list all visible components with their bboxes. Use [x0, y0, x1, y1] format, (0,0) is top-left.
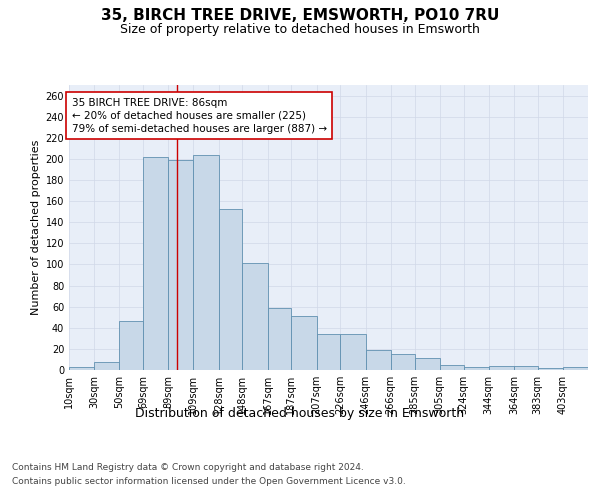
Bar: [440, 364, 464, 370]
Bar: [292, 316, 317, 370]
Bar: [317, 334, 340, 370]
Bar: [415, 358, 440, 370]
Bar: [168, 160, 193, 370]
Text: Contains public sector information licensed under the Open Government Licence v3: Contains public sector information licen…: [12, 478, 406, 486]
Bar: [143, 157, 168, 370]
Bar: [489, 366, 514, 370]
Bar: [538, 368, 563, 370]
Bar: [365, 350, 391, 370]
Text: 35, BIRCH TREE DRIVE, EMSWORTH, PO10 7RU: 35, BIRCH TREE DRIVE, EMSWORTH, PO10 7RU: [101, 8, 499, 22]
Bar: [340, 334, 365, 370]
Bar: [242, 264, 268, 370]
Bar: [119, 322, 143, 370]
Bar: [464, 367, 489, 370]
Bar: [193, 154, 218, 370]
Bar: [563, 367, 588, 370]
Bar: [268, 308, 292, 370]
Y-axis label: Number of detached properties: Number of detached properties: [31, 140, 41, 315]
Text: 35 BIRCH TREE DRIVE: 86sqm
← 20% of detached houses are smaller (225)
79% of sem: 35 BIRCH TREE DRIVE: 86sqm ← 20% of deta…: [71, 98, 326, 134]
Bar: [391, 354, 415, 370]
Text: Contains HM Land Registry data © Crown copyright and database right 2024.: Contains HM Land Registry data © Crown c…: [12, 462, 364, 471]
Text: Size of property relative to detached houses in Emsworth: Size of property relative to detached ho…: [120, 22, 480, 36]
Text: Distribution of detached houses by size in Emsworth: Distribution of detached houses by size …: [136, 408, 464, 420]
Bar: [514, 366, 538, 370]
Bar: [218, 208, 242, 370]
Bar: [94, 362, 119, 370]
Bar: [69, 367, 94, 370]
